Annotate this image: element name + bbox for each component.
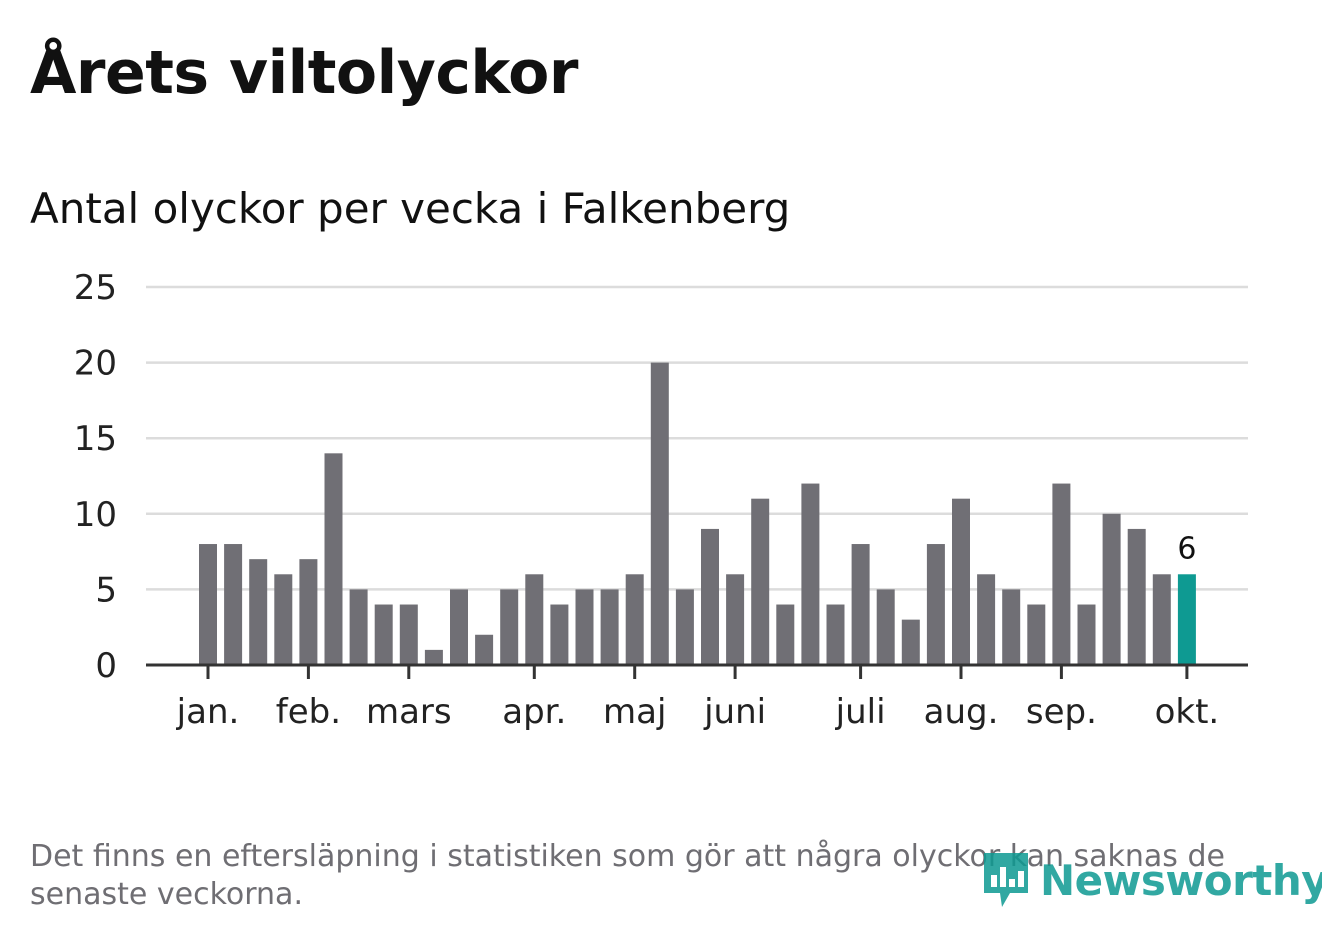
chart-subtitle: Antal olyckor per vecka i Falkenberg [30,184,791,233]
bar [550,604,569,665]
x-tick-label: juli [835,692,886,732]
bar [851,544,870,665]
bar [500,589,519,665]
bar [1127,528,1146,665]
brand-name: Newsworthy [1040,855,1322,905]
y-tick-label: 25 [74,268,117,308]
y-axis-ticks: 0 5 10 15 20 25 [74,268,117,686]
bar [525,574,544,665]
x-tick-label: maj [603,692,666,732]
bar [751,498,770,665]
gridlines [146,285,1248,591]
bar [675,589,694,665]
y-tick-label: 0 [95,646,117,686]
bar [199,544,217,665]
y-tick-label: 15 [74,419,117,459]
bar-chart-speech-icon [984,853,1028,907]
bar [575,589,594,665]
bar [1077,604,1096,665]
bar [249,559,268,665]
bar [625,574,644,665]
bar [650,362,669,665]
bar-labels: 6 [1177,531,1196,566]
x-tick-label: juni [703,692,766,732]
x-tick-label: okt. [1155,692,1220,732]
x-tick-label: jan. [176,692,240,732]
y-tick-label: 5 [95,570,117,610]
bar [600,589,619,665]
chart-title: Årets viltolyckor [30,38,579,108]
bar [977,574,996,665]
bar [701,528,719,665]
bar [224,544,243,665]
bar [475,634,494,665]
bar [399,604,418,665]
bar [424,649,443,665]
bar-highlight [1177,574,1196,665]
bar-chart: 0 5 10 15 20 25 jan. feb. mars apr. maj juni juli au… [74,268,1248,732]
bar [1002,589,1021,665]
bar [901,619,920,665]
bar [299,559,318,665]
bar [374,604,393,665]
bars [199,362,1196,665]
x-axis: jan. feb. mars apr. maj juni juli aug. sep. okt. [146,663,1248,732]
bar [450,589,468,665]
bar [952,498,970,665]
x-tick-label: apr. [502,692,566,732]
bar [826,604,845,665]
y-tick-label: 20 [74,344,117,384]
y-tick-label: 10 [74,495,117,535]
bar [1102,513,1121,665]
bar [1052,483,1071,665]
bar [349,589,368,665]
bar [876,589,895,665]
bar [726,574,745,665]
bar [274,574,293,665]
data-label-latest: 6 [1177,531,1196,566]
bar [801,483,820,665]
x-tick-label: feb. [276,692,341,732]
bar [1152,574,1171,665]
x-tick-label: aug. [924,692,999,732]
bar [324,453,343,665]
x-tick-label: sep. [1026,692,1097,732]
bar [1027,604,1046,665]
bar [776,604,795,665]
newsworthy-logo: Newsworthy [980,848,1322,912]
x-tick-label: mars [366,692,452,732]
bar [926,544,945,665]
